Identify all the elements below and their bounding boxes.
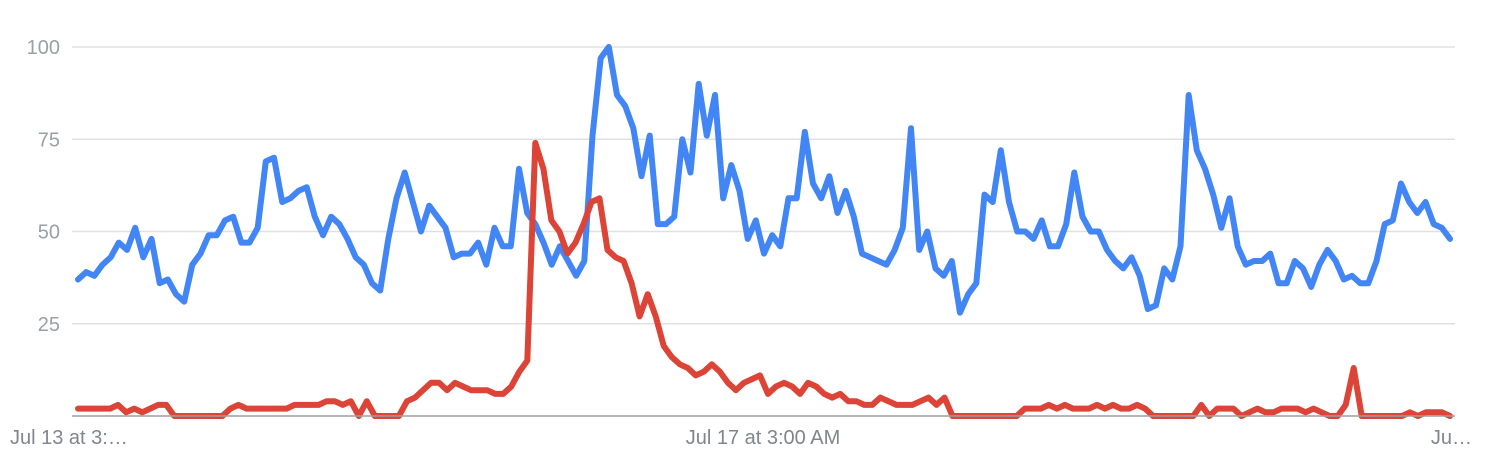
series-line-1: [75, 44, 1453, 316]
x-axis-ticks: Jul 13 at 3:… Jul 17 at 3:00 AM Ju…: [10, 427, 1472, 449]
y-axis-ticks: 25 50 75 100: [27, 37, 60, 336]
x-tick-label: Jul 17 at 3:00 AM: [686, 427, 841, 449]
x-tick-label: Ju…: [1431, 427, 1472, 449]
gridlines: [72, 46, 1455, 325]
y-tick-label: 25: [38, 314, 60, 336]
y-tick-label: 50: [38, 222, 60, 244]
y-tick-label: 75: [38, 129, 60, 151]
series-lines: [75, 44, 1453, 419]
y-tick-label: 100: [27, 37, 60, 59]
x-tick-label: Jul 13 at 3:…: [10, 427, 128, 449]
series-line-2: [75, 139, 1453, 419]
